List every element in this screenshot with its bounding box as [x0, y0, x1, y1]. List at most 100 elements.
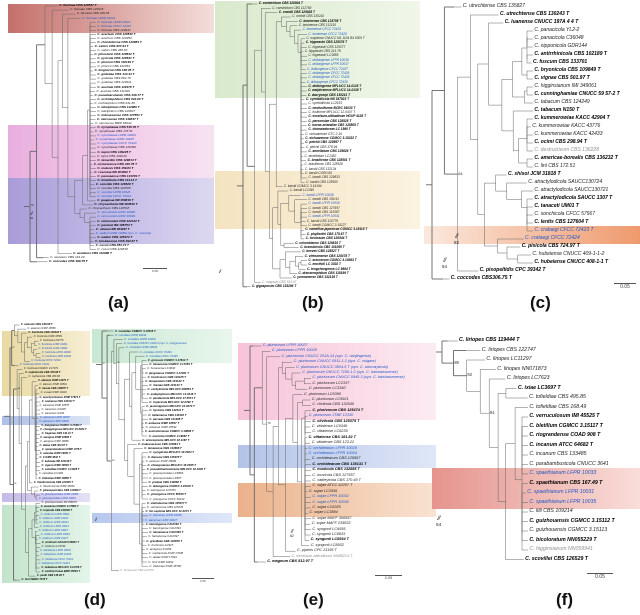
leaf-label: C. karstii LFPR 10038 [302, 192, 334, 197]
leaf-label: C. cosmi CBS 853.73 T [95, 242, 129, 247]
leaf-label: C. viniferum LFPR 10016 [40, 533, 70, 537]
leaf-label: C. henanense LC3030 [147, 366, 176, 371]
leaf-label: C. doitungense CFCC 72430 [306, 79, 348, 84]
leaf-label: C. scovillei LFPR 10026 [97, 190, 131, 195]
leaf-label: C. ledongense LC5783 [147, 488, 176, 493]
annotation: //54 [442, 257, 447, 269]
scale-bar-group: 0.05 [375, 575, 402, 580]
leaf-label: C. syngonii LC8934 T [310, 537, 349, 542]
leaf-label: C. watphraense MFLUCC 14-0139 T [308, 88, 362, 93]
support-value: 94 [489, 409, 495, 415]
leaf-label: C. gloeosporioides IMI 356878 [41, 500, 77, 504]
leaf-label: C. sojae LC2936 [308, 488, 338, 493]
leaf-label: C. viniferum LC4740 [41, 545, 66, 549]
leaf-label: C. godetiae CBS 129911 [97, 80, 132, 85]
leaf-label: C. viniferum LFPR 10012 [39, 517, 69, 520]
leaf-label: C. lini CBS 172.51 [534, 163, 576, 170]
leaf-label: C. orchidophilum CBS 631.80 [94, 100, 135, 105]
leaf-label: C. horii NBRC 7478 T [21, 577, 48, 581]
leaf-label: C. hubeiense CNUCC 408-1-1 T [534, 259, 609, 266]
leaf-label: C. shisoi JCM 31818 T [508, 171, 561, 178]
branch-break-mark: // [455, 233, 458, 240]
leaf-label: C. scovillei CBS 120708 [97, 186, 131, 190]
leaf-label: C. plurivorum CNUCC 3804-5 T (syn. C. ar… [296, 364, 388, 369]
leaf-label: C. vittalense LC6349 [311, 423, 348, 428]
panel-d1: C. asianum CBS 130418 T C. asianum ICMP 1… [2, 318, 90, 586]
scale-bar-label: 0.05 [200, 579, 206, 583]
leaf-label: C. aenigma LC3189 [146, 546, 172, 551]
leaf-label: C. karstii CBS 106.91 [308, 197, 339, 201]
scale-bar-group: 0.05 [587, 573, 613, 580]
leaf-label: C. annellatum CBS 129826 T [308, 149, 352, 154]
support-value: 89 [454, 359, 459, 365]
leaf-label: C. tabacum CBS 124249 [534, 99, 590, 106]
leaf-label: C. tengchongense LC 9964 T [307, 266, 351, 271]
leaf-label: C. cymbidiicola LC2933 [308, 101, 342, 106]
leaf-label: C. fructicola CFCC 72411 [19, 363, 50, 367]
leaf-label: C. camelliae LC1364 [39, 472, 64, 476]
leaf-label: C. chiangraiense MFLUCC 18-0835 T [147, 462, 197, 467]
leaf-label: C. melonis CBS 159.84 T [97, 165, 134, 170]
leaf-label: C. spaethianum LFPR 10031 [527, 489, 595, 496]
leaf-label: C. alienum ICMP 18691 [39, 383, 67, 387]
highlight-band [432, 468, 640, 509]
highlight-band [92, 513, 232, 523]
leaf-label: C. proteae CBS 132882 T [148, 479, 182, 484]
leaf-label: C. magnum CBS 512.97 T [267, 558, 314, 563]
leaf-label: C. vietnamense CBS 125478 T [304, 253, 350, 258]
leaf-label: C. alatae ICMP 17919 [149, 555, 177, 560]
leaf-label: C. fructicola LFPR 10002 [38, 346, 68, 350]
leaf-label: C. aeschynomenes ICMP 17673 T [39, 395, 81, 399]
leaf-label: C. scovillei CBS 126529 T [95, 181, 134, 186]
leaf-label: C. tofieldiae CBS 495.85 [529, 394, 586, 401]
leaf-label: C. perseae CBS 141365 T [149, 416, 183, 421]
leaf-label: C. phormii CBS 118194 T [97, 60, 134, 65]
leaf-label: C. karstii CBS 110779 [306, 218, 339, 223]
leaf-label: C. fioriniae CBS 128517 T [59, 3, 97, 8]
leaf-label: C. boninense CBS 112115 [298, 23, 336, 27]
leaf-label: C. vietnamense CBS 125476 [147, 504, 184, 509]
scale-bar [375, 575, 402, 576]
leaf-label: C. spaethianum LFPR 10035 [529, 498, 597, 505]
annotation: // [219, 269, 221, 275]
leaf-label: C. acutatum CBS 112996 T [73, 251, 112, 255]
leaf-label: C. plurivorum JTBE 12330 [308, 413, 354, 418]
highlight-band [92, 328, 232, 364]
leaf-label: C. godetiae CBS 133.44 T [97, 72, 135, 77]
leaf-label: C. ledongense CGMCC 3.15106 T [149, 483, 194, 488]
panel-a: C. fioriniae CBS 128517 T C. fioriniae CB… [8, 0, 214, 276]
leaf-label: C. fioriniae CFCC 72419 [97, 23, 132, 28]
leaf-label: C. paranaense CBS 134729 T [97, 173, 140, 178]
leaf-label: C. aenigma ICMP 18608 T [40, 436, 72, 439]
leaf-label: C. sichuanense CGMCC 3.15222 T [305, 136, 357, 141]
leaf-label: C. cosmi CBS 129818 [97, 246, 128, 251]
support-value: 52 [30, 215, 34, 220]
leaf-label: C. kummerowiae KACC 43776 [532, 123, 601, 130]
leaf-label: C. doitungense CFCC 72428 [308, 70, 350, 75]
leaf-label: C. nymphaeae LFPR 10024 [97, 133, 136, 138]
tree-branches-svg [4, 324, 41, 581]
leaf-label: C. panacicola C36048 [534, 35, 584, 42]
leaf-label: C. colombiense CBS 129818 T [295, 240, 341, 245]
support-value: 54 [436, 521, 442, 527]
leaf-label: C. plurivorum CBS 125474 T [312, 407, 364, 412]
leaf-label: C. excelsum-altitudinum NN88214 T [291, 553, 353, 558]
leaf-label: C. laticiphilum CBS 112989 T [97, 104, 140, 109]
leaf-label: C. salicis CBS 465.83 [97, 48, 128, 52]
leaf-label: C. sojae ATCC 62257 T [312, 483, 353, 488]
leaf-label: C. artocarpicola MFLUCC 18-1167 T [142, 437, 190, 442]
leaf-label: C. fioriniae LFPR 10022 [97, 19, 131, 24]
leaf-label: C. oncidii CBS 130242 [292, 14, 325, 19]
leaf-label: C. australe CBS 131320 [96, 88, 130, 93]
leaf-label: C. endophyticum MFLUCC 13-0418 T [147, 391, 196, 396]
leaf-label: C. torulosum CBS 128544 T [305, 236, 348, 241]
leaf-label: C. musicola CBS 127557 [312, 472, 355, 477]
leaf-label: C. nymphaeae CBS 126366 [97, 145, 136, 150]
leaf-label: C. vietnamense CBS 125477 T [147, 500, 187, 505]
leaf-label: C. syzygiicola MFLUCC 10-0624 T [149, 450, 194, 455]
leaf-label: C. wuxiense CGMCC 3.17894 T [40, 504, 79, 508]
leaf-label: C. incanum CBS 133485 [529, 451, 587, 458]
leaf-label: C. viniferum LFPR 10015 [38, 529, 68, 533]
leaf-label: C. siamense LFPR 10046 [149, 513, 182, 518]
leaf-label: C. liriopes CBS 122747 [481, 346, 536, 353]
